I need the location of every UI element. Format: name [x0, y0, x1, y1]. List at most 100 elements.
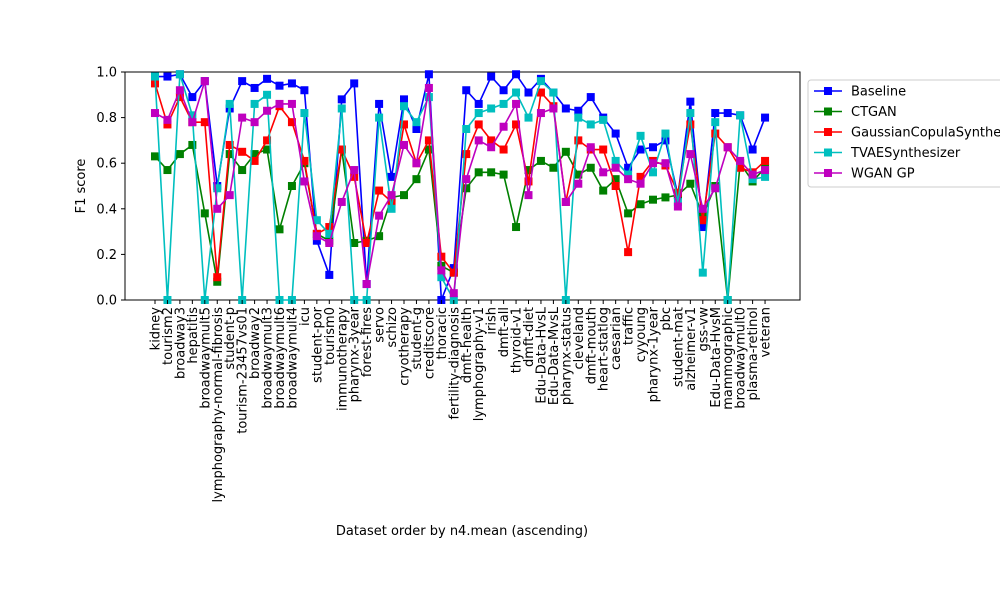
data-point: [686, 179, 695, 188]
y-tick-label: 0.8: [96, 111, 117, 126]
data-point: [561, 104, 570, 113]
data-point: [337, 95, 346, 104]
data-point: [536, 88, 545, 97]
data-point: [462, 86, 471, 95]
data-point: [636, 145, 645, 154]
data-point: [524, 191, 533, 200]
data-point: [611, 175, 620, 184]
data-point: [263, 145, 272, 154]
data-point: [487, 72, 496, 81]
data-point: [761, 166, 770, 175]
x-tick-label: pharynx-3year: [348, 306, 363, 402]
data-point: [188, 140, 197, 149]
x-tick-label: cyyoung: [634, 307, 649, 362]
data-point: [698, 204, 707, 213]
data-point: [225, 191, 234, 200]
data-point: [263, 74, 272, 83]
data-point: [524, 177, 533, 186]
x-tick-label: hepatitis: [186, 307, 201, 364]
data-point: [611, 129, 620, 138]
x-tick-label: plasma-retinol: [746, 307, 761, 401]
x-tick-label: thoracic: [435, 307, 450, 360]
data-point: [499, 86, 508, 95]
data-point: [387, 172, 396, 181]
data-point: [250, 83, 259, 92]
x-tick-label: student-g: [410, 307, 425, 370]
data-point: [213, 184, 222, 193]
data-point: [387, 197, 396, 206]
data-point: [400, 120, 408, 129]
axes-layer: 0.00.20.40.60.81.0kidneytourism2broadway…: [96, 66, 773, 503]
data-point: [686, 109, 695, 118]
data-point: [375, 186, 384, 195]
x-tick-label: pbc: [659, 307, 674, 331]
data-point: [673, 202, 682, 211]
data-point: [499, 122, 508, 131]
legend-label: Baseline: [851, 85, 906, 100]
x-tick-label: Edu-Data-HvsL: [534, 306, 549, 403]
data-point: [586, 120, 595, 129]
x-tick-label: dmft-mouth: [584, 307, 599, 384]
data-point: [238, 147, 247, 156]
data-point: [661, 159, 670, 168]
data-point: [536, 156, 545, 165]
data-point: [574, 106, 583, 115]
legend-marker: [824, 107, 832, 116]
data-point: [437, 252, 446, 261]
legend-item: TVAESynthesizer: [814, 146, 961, 161]
data-point: [350, 239, 359, 247]
x-tick-label: servo: [373, 307, 388, 343]
x-tick-label: dmft-health: [460, 307, 475, 383]
x-tick-label: tourism0: [323, 307, 338, 365]
data-point: [649, 143, 657, 152]
data-point: [487, 136, 496, 145]
x-tick-label: dmft-diet: [522, 307, 537, 367]
data-point: [437, 273, 446, 282]
data-point: [287, 118, 296, 127]
data-point: [748, 145, 757, 154]
x-tick-label: Edu-Data-HvsM: [709, 307, 724, 408]
data-point: [325, 229, 334, 238]
x-tick-label: tourism-23457vs01: [236, 307, 251, 434]
data-point: [200, 77, 209, 86]
data-point: [649, 159, 657, 168]
data-point: [673, 197, 682, 206]
data-point: [574, 170, 583, 179]
data-point: [599, 145, 608, 154]
data-point: [748, 170, 757, 179]
x-tick-label: fertility-diagnosis: [447, 307, 462, 420]
data-point: [599, 186, 608, 195]
data-point: [312, 232, 321, 241]
data-point: [449, 268, 458, 277]
data-point: [661, 193, 670, 202]
data-point: [175, 86, 184, 95]
data-point: [250, 99, 259, 108]
data-point: [512, 88, 521, 97]
data-point: [636, 172, 645, 181]
data-point: [462, 125, 471, 133]
data-point: [412, 125, 421, 133]
data-point: [549, 104, 558, 113]
data-point: [474, 120, 483, 129]
data-point: [300, 156, 309, 165]
data-point: [325, 270, 334, 279]
data-point: [574, 113, 583, 122]
data-point: [375, 211, 384, 220]
data-point: [512, 120, 521, 129]
data-point: [263, 136, 272, 145]
x-tick-label: irish: [485, 307, 500, 335]
x-tick-label: broadwaymult6: [273, 307, 288, 409]
data-point: [686, 97, 695, 106]
data-point: [449, 289, 458, 298]
x-tick-label: creditscore: [422, 307, 437, 379]
data-point: [636, 131, 645, 140]
data-point: [400, 191, 408, 200]
data-point: [536, 77, 545, 86]
data-point: [200, 209, 209, 218]
data-point: [524, 166, 533, 175]
data-point: [163, 166, 172, 175]
legend-item: WGAN GP: [814, 167, 915, 182]
data-point: [499, 99, 508, 108]
x-tick-label: student-mat: [671, 307, 686, 387]
